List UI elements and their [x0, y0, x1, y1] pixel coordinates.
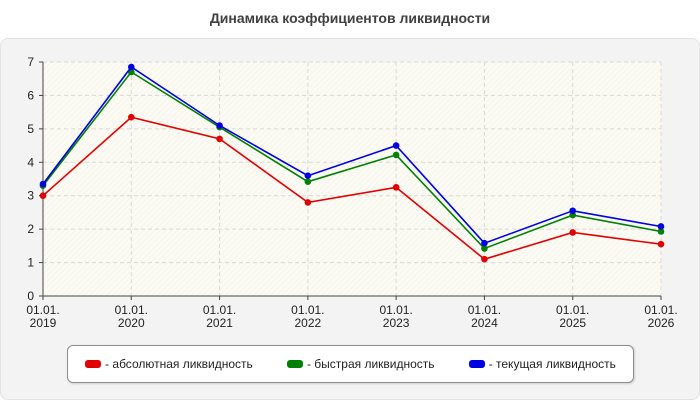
legend-item: - быстрая ликвидность [286, 357, 435, 371]
y-tick-label: 7 [27, 55, 34, 69]
x-tick-label: 01.01. 2019 [26, 303, 59, 330]
series-3 [39, 63, 665, 247]
legend-swatch [468, 360, 485, 368]
legend-item: - абсолютная ликвидность [85, 357, 253, 371]
y-tick-label: 0 [27, 289, 34, 303]
data-point [216, 122, 223, 129]
data-point [657, 240, 665, 248]
series-line [42, 116, 662, 261]
y-tick-label: 1 [27, 256, 34, 270]
x-tick-labels: 01.01. 2019 01.01. 2020 01.01. 2021 01.01. 2022… [26, 303, 677, 330]
x-tick-label: 01.01. 2020 [115, 303, 148, 330]
y-tick-label: 5 [27, 122, 34, 136]
data-point [39, 180, 47, 188]
data-point [392, 151, 400, 159]
data-point [39, 192, 47, 200]
data-point [392, 142, 400, 149]
y-tick-label: 3 [27, 189, 34, 203]
data-point [657, 228, 665, 235]
x-tick-label: 01.01. 2025 [556, 303, 589, 330]
series-line [42, 70, 662, 250]
series-group [39, 63, 665, 263]
series-line [42, 65, 662, 245]
plot-area [43, 62, 661, 296]
data-point [569, 229, 577, 236]
data-point [304, 199, 312, 206]
legend-swatch [85, 360, 102, 368]
legend: - абсолютная ликвидность - быстрая ликвид… [67, 345, 634, 383]
x-tick-label: 01.01. 2021 [203, 303, 236, 330]
x-tick-label: 01.01. 2022 [291, 303, 324, 330]
series-1 [39, 113, 665, 263]
x-tick-label: 01.01. 2024 [468, 303, 501, 330]
data-point [304, 178, 312, 185]
legend-label: - текущая ликвидность [488, 357, 616, 371]
data-point [304, 172, 312, 179]
data-point [481, 255, 488, 263]
legend-label: - быстрая ликвидность [306, 357, 435, 371]
x-tick-label: 01.01. 2023 [379, 303, 412, 330]
axes [39, 61, 662, 300]
y-tick-label: 4 [27, 155, 34, 169]
data-point [481, 239, 488, 247]
grid-lines [43, 61, 662, 296]
data-point [127, 63, 135, 71]
y-tick-label: 2 [27, 222, 34, 236]
legend-swatch [286, 360, 303, 368]
chart-title: Динамика коэффициентов ликвидности [209, 10, 491, 26]
data-point [569, 207, 577, 215]
y-tick-label: 6 [27, 88, 34, 102]
data-point [127, 113, 135, 121]
y-tick-labels: 0 1 2 3 4 5 6 7 [27, 55, 34, 303]
data-point [216, 135, 223, 143]
legend-label: - абсолютная ликвидность [105, 357, 253, 371]
x-tick-label: 01.01. 2026 [644, 303, 677, 330]
data-point [657, 223, 665, 230]
data-point [481, 245, 488, 252]
data-point [392, 184, 400, 191]
legend-item: - текущая ликвидность [468, 357, 616, 371]
